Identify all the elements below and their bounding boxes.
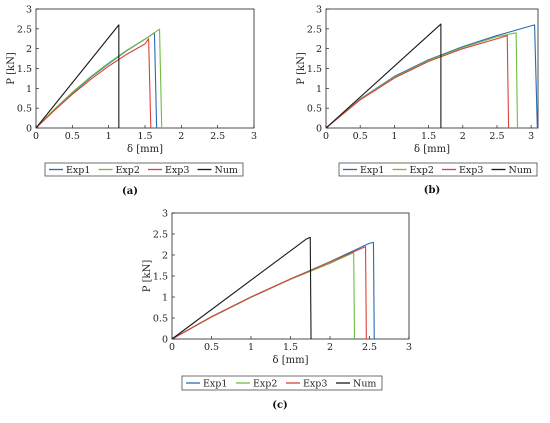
- x-tick-label: 0: [323, 131, 329, 142]
- y-axis-label: P [kN]: [142, 260, 153, 293]
- x-tick-label: 1: [248, 342, 254, 353]
- y-axis-label: P [kN]: [6, 52, 17, 85]
- x-tick-label: 2.5: [362, 342, 377, 353]
- y-tick-label: 1.5: [153, 272, 168, 283]
- y-tick-label: 2: [162, 251, 168, 262]
- x-axis-label: δ [mm]: [273, 355, 309, 366]
- x-tick-label: 0.5: [65, 131, 80, 142]
- y-tick-label: 1: [26, 84, 32, 95]
- x-tick-label: 2.5: [210, 131, 225, 142]
- legend-label-exp2: Exp2: [410, 165, 434, 176]
- series-line-exp3: [35, 38, 152, 129]
- x-tick-label: 1: [106, 131, 112, 142]
- x-tick-label: 0: [33, 131, 39, 142]
- legend-label-num: Num: [215, 165, 238, 176]
- y-tick-label: 3: [162, 209, 168, 220]
- y-tick-label: 2: [26, 44, 32, 55]
- x-tick-label: 2.5: [489, 131, 504, 142]
- series-line-num: [325, 23, 442, 129]
- series-line-exp3: [171, 246, 367, 340]
- y-tick-label: 1.5: [17, 64, 32, 75]
- legend-label-exp3: Exp3: [459, 165, 483, 176]
- x-tick-label: 2: [327, 342, 333, 353]
- legend-label-exp1: Exp1: [203, 378, 227, 389]
- x-tick-label: 0.5: [353, 131, 368, 142]
- y-tick-label: 0: [26, 124, 32, 135]
- y-tick-label: 1: [162, 293, 168, 304]
- legend-box: [338, 162, 538, 177]
- x-tick-label: 0: [169, 342, 175, 353]
- x-tick-label: 2: [460, 131, 466, 142]
- legend-label-exp2: Exp2: [116, 165, 140, 176]
- x-tick-label: 0.5: [204, 342, 219, 353]
- legend-label-num: Num: [509, 165, 532, 176]
- y-tick-label: 0: [316, 124, 322, 135]
- x-tick-label: 1.5: [421, 131, 436, 142]
- plot-frame: [35, 8, 255, 129]
- legend-label-exp2: Exp2: [253, 378, 277, 389]
- legend-label-num: Num: [353, 378, 376, 389]
- x-tick-label: 2: [178, 131, 184, 142]
- series-line-num: [35, 24, 120, 129]
- series-line-exp2: [35, 28, 163, 129]
- series-line-exp1: [325, 24, 538, 129]
- legend-label-exp3: Exp3: [165, 165, 189, 176]
- y-tick-label: 2: [316, 44, 322, 55]
- panel-label: (c): [272, 400, 288, 411]
- y-tick-label: 0.5: [17, 104, 32, 115]
- legend-box: [44, 162, 244, 177]
- y-tick-label: 2.5: [153, 230, 168, 241]
- panel-label: (b): [424, 185, 440, 196]
- y-tick-label: 2.5: [17, 24, 32, 35]
- y-tick-label: 0.5: [307, 104, 322, 115]
- legend-label-exp1: Exp1: [66, 165, 90, 176]
- x-tick-label: 1.5: [283, 342, 298, 353]
- x-axis-label: δ [mm]: [127, 144, 163, 155]
- x-axis-label: δ [mm]: [414, 144, 450, 155]
- series-line-exp2: [325, 32, 519, 129]
- series-line-exp2: [171, 251, 356, 340]
- y-tick-label: 2.5: [307, 24, 322, 35]
- legend-label-exp3: Exp3: [303, 378, 327, 389]
- x-tick-label: 1.5: [137, 131, 152, 142]
- panel-label: (a): [122, 186, 138, 197]
- x-tick-label: 1: [391, 131, 397, 142]
- y-tick-label: 1.5: [307, 64, 322, 75]
- legend-box: [181, 375, 383, 391]
- y-tick-label: 1: [316, 84, 322, 95]
- plot-frame: [325, 8, 539, 129]
- legend-label-exp1: Exp1: [360, 165, 384, 176]
- y-tick-label: 3: [316, 5, 322, 16]
- x-tick-label: 3: [528, 131, 534, 142]
- series-line-num: [171, 236, 312, 340]
- x-tick-label: 3: [251, 131, 257, 142]
- chart-panel-a: 0 0.5 1 1.5 2 2.5 3 0 0.5 1 1.5 2 2.5 3 δ [mm] P [kN] Ex…: [6, 5, 257, 198]
- chart-panel-c: 0 0.5 1 1.5 2 2.5 3 0 0.5 1 1.5 2 2.5 3 δ [mm] P [kN] Ex…: [142, 209, 412, 412]
- y-tick-label: 0.5: [153, 314, 168, 325]
- x-tick-label: 3: [406, 342, 412, 353]
- chart-panel-b: 0 0.5 1 1.5 2 2.5 3 0 0.5 1 1.5 2 2.5 3 δ [mm] P [kN] Ex…: [296, 5, 539, 196]
- series-line-exp3: [325, 35, 510, 129]
- y-tick-label: 3: [26, 5, 32, 16]
- y-axis-label: P [kN]: [296, 52, 307, 85]
- y-tick-label: 0: [162, 335, 168, 346]
